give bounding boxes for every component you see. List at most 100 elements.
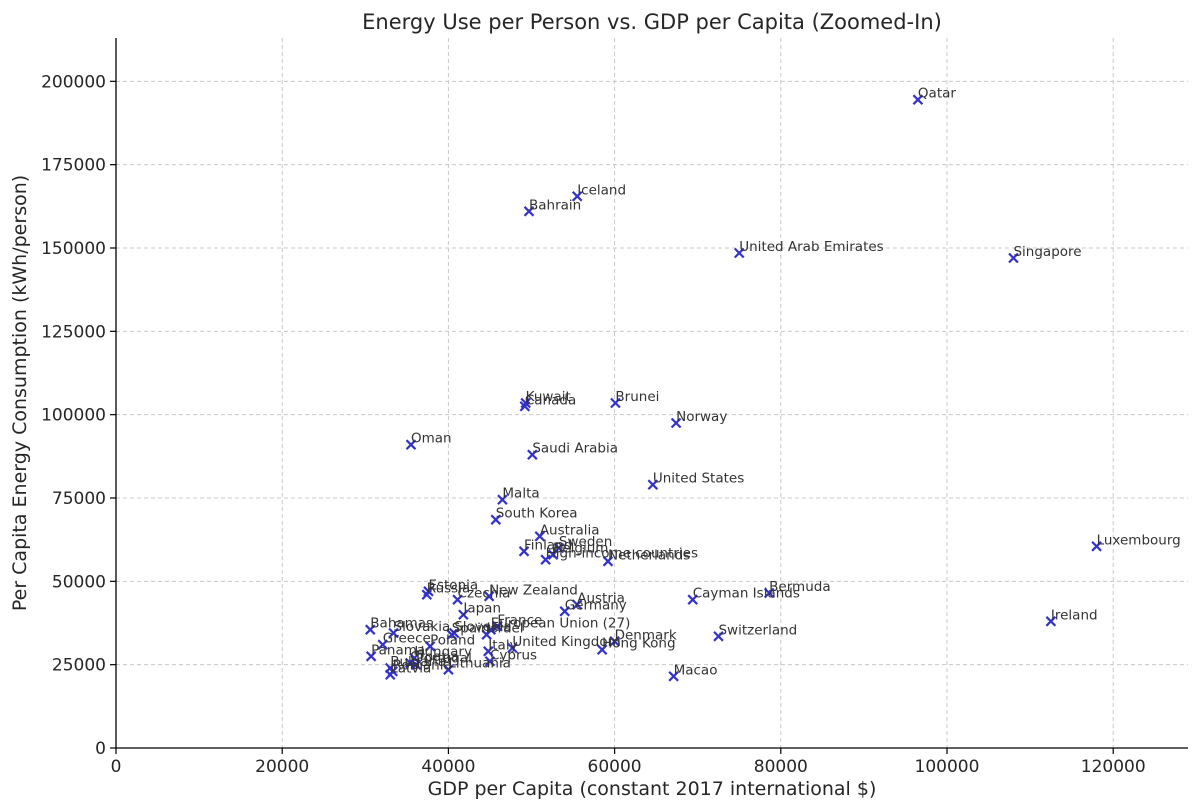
point-label: Denmark (615, 627, 677, 643)
y-tick-label: 50000 (52, 572, 106, 592)
point-label: Cyprus (490, 647, 537, 663)
point-label: Sweden (559, 534, 612, 550)
grid (116, 38, 1188, 748)
x-tick-label: 100000 (915, 757, 980, 777)
point-label: Italy (488, 637, 517, 653)
data-point (452, 594, 463, 605)
point-label: Hungary (414, 644, 472, 660)
point-label: Czechia (458, 586, 511, 602)
point-label: Austria (577, 591, 625, 607)
data-point (388, 627, 399, 639)
x-axis-label: GDP per Capita (constant 2017 internatio… (428, 778, 877, 800)
point-label: Israel (487, 621, 524, 637)
data-point (1091, 541, 1102, 552)
data-points (365, 94, 1102, 682)
data-point (547, 549, 559, 560)
y-tick-label: 75000 (52, 489, 106, 509)
y-tick-label: 150000 (41, 239, 106, 259)
data-point (559, 606, 571, 617)
point-label: Canada (525, 392, 576, 408)
data-point (534, 531, 546, 542)
point-label: Malta (502, 486, 539, 502)
data-point (497, 494, 508, 505)
y-tick-label: 175000 (41, 156, 106, 176)
data-point (443, 664, 454, 675)
y-tick-label: 25000 (52, 656, 106, 676)
y-tick-label: 200000 (41, 72, 106, 92)
point-label: Brunei (615, 389, 659, 405)
data-point (1045, 616, 1057, 627)
data-point (519, 401, 531, 412)
chart-title: Energy Use per Person vs. GDP per Capita… (362, 10, 942, 34)
y-tick-label: 125000 (41, 322, 106, 342)
x-tick-label: 120000 (1081, 757, 1146, 777)
y-tick-label: 0 (95, 739, 106, 759)
data-point (365, 624, 376, 635)
point-label: Germany (565, 597, 627, 613)
data-point (1008, 252, 1019, 264)
data-point (763, 587, 775, 599)
data-point (571, 599, 583, 610)
data-point (523, 206, 535, 217)
data-point (733, 247, 745, 259)
point-label: High-income countries (546, 546, 698, 562)
data-point (483, 646, 494, 657)
point-label: Australia (540, 522, 600, 538)
point-label: Belgium (553, 541, 608, 557)
data-point (912, 94, 924, 105)
data-point (481, 629, 492, 640)
point-label: Saudi Arabia (532, 441, 618, 457)
point-label: Russia (427, 581, 470, 597)
point-label: Bermuda (769, 579, 830, 595)
point-label: Hong Kong (602, 636, 675, 652)
point-label: Switzerland (718, 622, 797, 638)
point-label: Norway (676, 409, 727, 425)
point-label: Netherlands (608, 547, 690, 563)
data-point (647, 479, 659, 490)
point-label: Bahamas (370, 616, 433, 632)
data-point (405, 439, 417, 450)
point-label: Oman (411, 431, 452, 447)
point-label: Luxembourg (1097, 532, 1181, 548)
point-label: Macao (674, 662, 718, 678)
data-point (668, 671, 679, 682)
point-label: New Zealand (489, 582, 578, 598)
data-point (609, 636, 620, 647)
point-label: Estonia (428, 577, 478, 593)
y-tick-label: 100000 (41, 406, 106, 426)
data-point (490, 514, 502, 525)
data-point (713, 631, 724, 642)
point-label: Bulgaria (390, 654, 446, 670)
x-tick-label: 80000 (754, 757, 808, 777)
point-label: Iceland (577, 182, 626, 198)
point-label: European Union (27) (491, 616, 631, 632)
data-point (410, 659, 422, 670)
data-point (484, 656, 496, 667)
data-point (483, 591, 495, 602)
point-label: Bahrain (529, 197, 581, 213)
point-label: Japan (462, 601, 501, 617)
data-point (527, 449, 538, 460)
point-label: Lithuania (448, 656, 511, 672)
data-point (540, 554, 551, 565)
point-label: South Korea (496, 506, 578, 522)
data-point (571, 191, 583, 202)
point-label: Spain (452, 621, 490, 637)
point-label: Latvia (390, 661, 431, 677)
point-label: Croatia (410, 649, 459, 665)
x-tick-label: 20000 (255, 757, 309, 777)
point-label: Panama (371, 642, 425, 658)
data-point (596, 644, 608, 655)
data-point (520, 397, 531, 409)
data-point (446, 629, 458, 640)
axis-ticks: 0 20000 40000 60000 80000 100000 120000 0 25000 5… (41, 72, 1146, 777)
data-point (424, 641, 436, 652)
data-point (687, 594, 698, 605)
x-tick-label: 40000 (421, 757, 475, 777)
data-point (458, 609, 469, 620)
point-label: Kuwait (526, 389, 571, 405)
point-label: United Arab Emirates (739, 239, 883, 255)
data-point (384, 669, 396, 680)
data-point (365, 651, 377, 662)
